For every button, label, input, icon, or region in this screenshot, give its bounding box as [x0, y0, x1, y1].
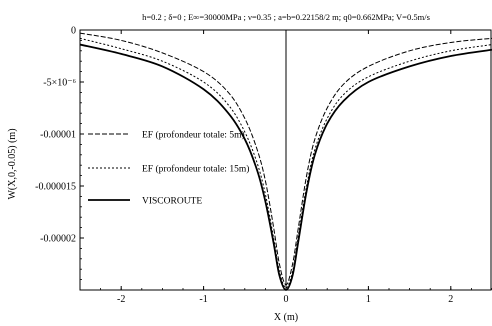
series-line-1 — [79, 32, 492, 286]
y-axis-ticks: 0 -5×10⁻⁶ -0.00001 -0.000015 -0.00002 — [35, 26, 84, 291]
x-tick-label: 2 — [448, 294, 453, 305]
x-axis-ticks: -2 -1 0 1 2 — [79, 30, 492, 305]
x-axis-title: X (m) — [274, 312, 298, 323]
x-tick-label: -2 — [117, 294, 125, 305]
y-axis-title: W(X,0,-0.05) (m) — [7, 128, 18, 199]
legend: EF (profondeur totale: 5m) EF (profondeur… — [88, 130, 249, 207]
series-line-2 — [79, 37, 492, 289]
y-tick-label: -5×10⁻⁶ — [43, 78, 76, 89]
legend-label-2: EF (profondeur totale: 15m) — [142, 164, 249, 175]
legend-label-3: VISCOROUTE — [142, 197, 202, 207]
x-tick-label: -1 — [199, 294, 207, 305]
legend-label-1: EF (profondeur totale: 5m) — [142, 130, 245, 141]
x-tick-label: 1 — [366, 294, 371, 305]
series-line-3 — [79, 43, 492, 291]
series-layer — [79, 32, 492, 291]
chart-title: h=0.2 ; δ=0 ; E∞=30000MPa ; ν=0.35 ; a=b… — [142, 12, 430, 22]
y-tick-label: 0 — [71, 26, 76, 37]
y-tick-label: -0.00002 — [40, 234, 76, 245]
y-tick-label: -0.00001 — [40, 130, 76, 141]
y-tick-label: -0.000015 — [35, 182, 76, 193]
x-tick-label: 0 — [284, 294, 289, 305]
